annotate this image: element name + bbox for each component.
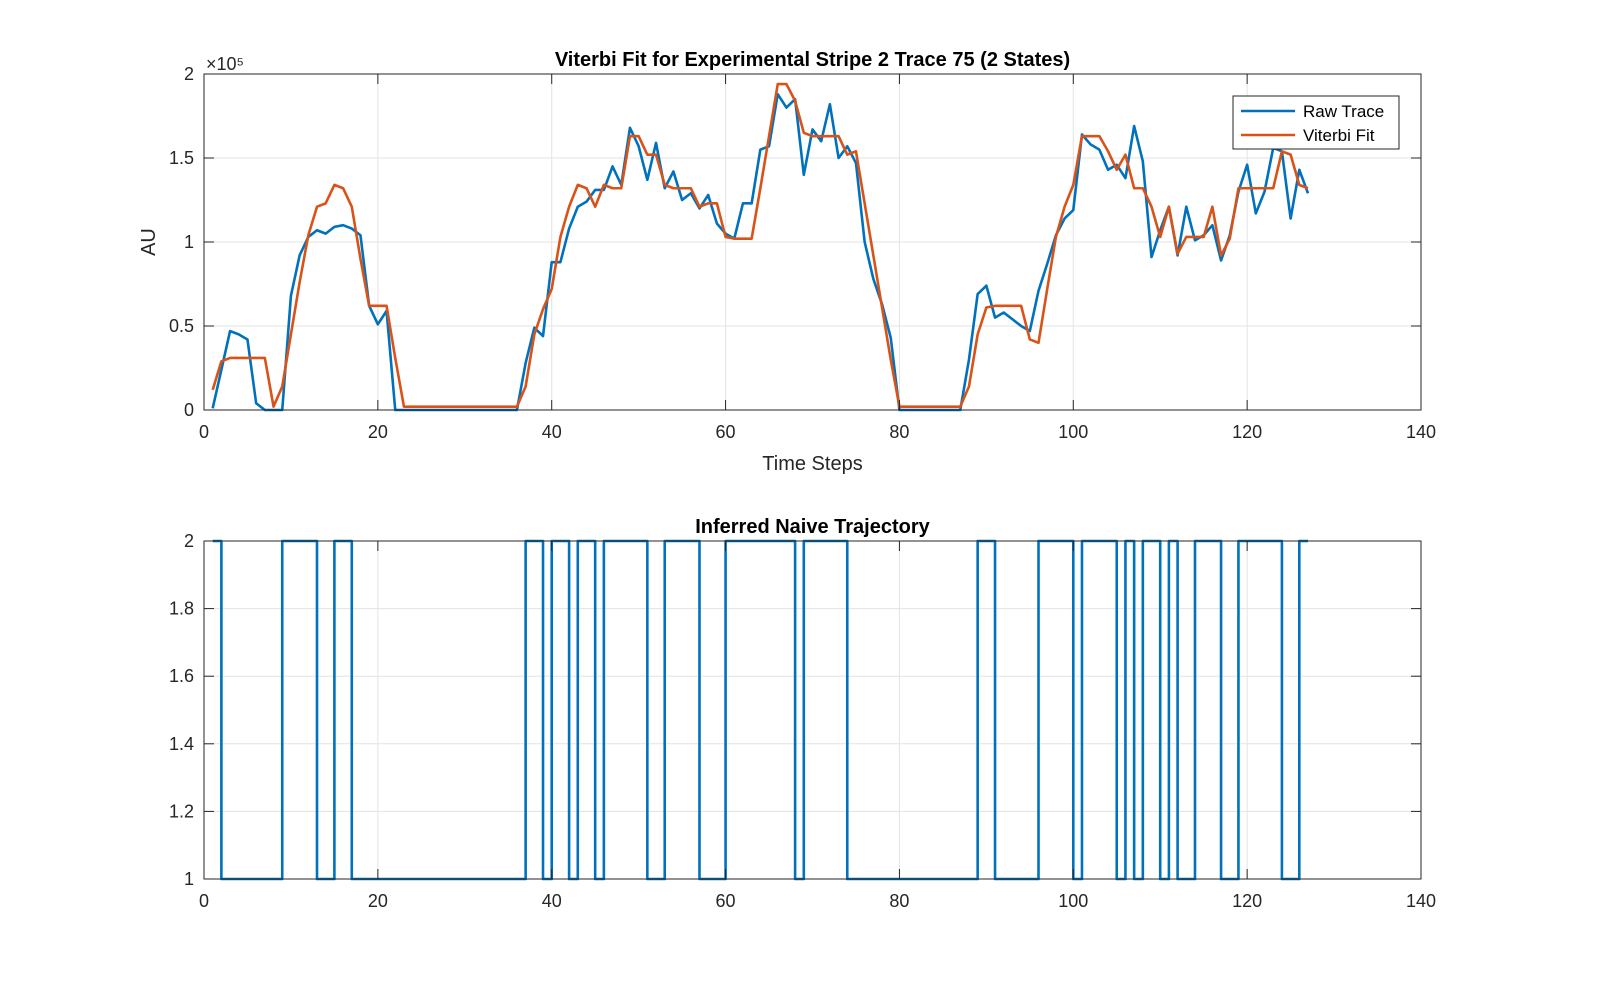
x-tick-label: 40 (542, 891, 562, 911)
y-tick-label: 1 (184, 232, 194, 252)
y-exponent-label: ×10⁵ (206, 54, 244, 74)
x-tick-label: 40 (542, 422, 562, 442)
x-tick-label: 120 (1232, 422, 1262, 442)
series-line-viterbi-fit (211, 82, 1309, 408)
y-tick-label: 1 (184, 869, 194, 889)
y-axis-label: AU (138, 228, 160, 256)
y-tick-label: 1.2 (169, 801, 194, 821)
y-tick-label: 1.8 (169, 599, 194, 619)
x-tick-label: 120 (1232, 891, 1262, 911)
y-tick-label: 1.4 (169, 734, 194, 754)
y-tick-label: 1.6 (169, 666, 194, 686)
x-tick-label: 0 (199, 422, 209, 442)
x-axis-label: Time Steps (762, 453, 862, 475)
x-tick-label: 80 (889, 891, 909, 911)
y-tick-label: 0 (184, 400, 194, 420)
legend-label: Raw Trace (1303, 102, 1384, 121)
y-tick-label: 2 (184, 531, 194, 551)
x-tick-label: 140 (1406, 422, 1436, 442)
x-tick-label: 80 (889, 422, 909, 442)
x-tick-label: 100 (1058, 422, 1088, 442)
x-tick-label: 20 (368, 422, 388, 442)
x-tick-label: 60 (716, 891, 736, 911)
trajectory-plot: 0 20 40 60 80 100 120 140 1 1.2 1.4 1.6 1.8 2 Inferred… (169, 516, 1436, 911)
chart-title: Inferred Naive Trajectory (695, 516, 930, 538)
y-tick-label: 1.5 (169, 148, 194, 168)
axes-box (203, 540, 1422, 880)
x-tick-label: 100 (1058, 891, 1088, 911)
y-tick-label: 0.5 (169, 316, 194, 336)
y-tick-label: 2 (184, 64, 194, 84)
plot-area (204, 541, 1421, 879)
x-tick-label: 60 (716, 422, 736, 442)
legend-label: Viterbi Fit (1303, 126, 1375, 145)
x-tick-label: 140 (1406, 891, 1436, 911)
viterbi-fit-plot: 0 20 40 60 80 100 120 140 0 0.5 1 1.5 2 Viterbi Fit f… (138, 49, 1436, 475)
legend-box (1232, 95, 1400, 150)
x-tick-label: 0 (199, 891, 209, 911)
x-tick-label: 20 (368, 891, 388, 911)
chart-title: Viterbi Fit for Experimental Stripe 2 Tr… (555, 49, 1070, 71)
